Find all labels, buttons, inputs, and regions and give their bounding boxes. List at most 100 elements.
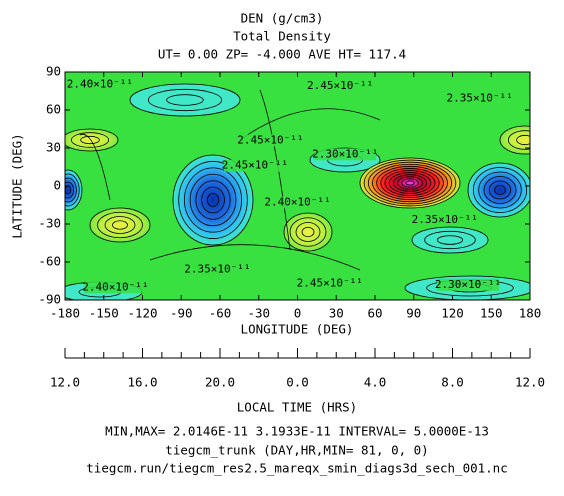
- contour-region: [90, 208, 150, 242]
- x-tick-label: 90: [406, 306, 421, 321]
- contour-line: [499, 125, 530, 155]
- contour-line: [184, 167, 242, 233]
- x-tick-label: -150: [89, 306, 119, 321]
- chart-subtitle: Total Density: [233, 29, 331, 44]
- contour-label: 2.40×10⁻¹¹: [264, 195, 330, 208]
- contour-region: [130, 84, 240, 116]
- y-tick-label: -30: [38, 216, 61, 231]
- contour-line: [397, 176, 423, 190]
- contour-line: [363, 159, 457, 207]
- contour-line: [384, 170, 436, 196]
- contour-line: [112, 220, 128, 230]
- y-tick-label: -60: [38, 254, 61, 269]
- annotation-bg: [298, 277, 361, 290]
- annotation-bg: [413, 214, 476, 227]
- contour-line: [79, 133, 111, 201]
- annotation-bg: [186, 263, 249, 276]
- lt-tick-label: 12.0: [515, 375, 545, 390]
- contour-line: [239, 108, 381, 141]
- chart-title: DEN (g/cm3): [241, 11, 324, 26]
- contour-line: [129, 83, 241, 117]
- contour-line: [488, 180, 512, 200]
- x-tick-label: 60: [367, 306, 382, 321]
- contour-line: [166, 94, 204, 106]
- contour-line: [195, 180, 231, 220]
- contour-line: [97, 211, 143, 239]
- contour-line: [494, 185, 506, 195]
- chart-subtitle: UT= 0.00 ZP= -4.000 AVE HT= 117.4: [158, 47, 406, 62]
- x-tick-label: 0: [294, 306, 302, 321]
- lt-tick-label: 4.0: [364, 375, 387, 390]
- contour-line: [70, 132, 110, 148]
- annotation-bg: [239, 134, 302, 147]
- contour-line: [472, 167, 528, 213]
- contour-line: [388, 172, 432, 194]
- contour-line: [301, 226, 315, 238]
- lt-tick-label: 12.0: [50, 375, 80, 390]
- contour-line: [178, 161, 248, 239]
- contour-line: [65, 128, 119, 152]
- contour-line: [104, 216, 136, 234]
- y-tick-label: 60: [46, 102, 61, 117]
- contour-line: [206, 193, 220, 207]
- lt-tick-label: 0.0: [286, 375, 309, 390]
- contour-label: 2.45×10⁻¹¹: [237, 133, 303, 146]
- contour-label: 2.45×10⁻¹¹: [222, 159, 288, 172]
- contour-line: [405, 180, 415, 186]
- contour-label: 2.30×10⁻¹¹: [312, 147, 378, 160]
- x-tick-label: -90: [170, 306, 193, 321]
- contour-line: [478, 171, 522, 209]
- x-tick-label: -30: [247, 306, 270, 321]
- contour-line: [80, 135, 100, 145]
- contour-line: [376, 165, 444, 201]
- contour-line: [295, 222, 321, 242]
- annotation-bg: [309, 79, 372, 92]
- local-time-axis-label: LOCAL TIME (HRS): [237, 400, 357, 415]
- contour-line: [201, 186, 225, 214]
- annotation-bg: [437, 278, 499, 291]
- contour-line: [259, 89, 291, 251]
- contour-line: [367, 161, 453, 205]
- x-tick-label: 30: [329, 306, 344, 321]
- contour-line: [65, 177, 77, 203]
- contour-line: [424, 230, 476, 250]
- x-tick-label: 150: [480, 306, 503, 321]
- lt-tick-label: 16.0: [127, 375, 157, 390]
- x-axis-label: LONGITUDE (DEG): [241, 322, 354, 337]
- contour-line: [507, 130, 530, 150]
- y-tick-label: 30: [46, 140, 61, 155]
- contour-line: [401, 178, 419, 188]
- contour-line: [147, 88, 223, 112]
- contour-line: [289, 217, 327, 247]
- contour-line: [404, 275, 530, 300]
- x-tick-label: -60: [209, 306, 232, 321]
- contour-line: [380, 168, 440, 198]
- contour-label: 2.30×10⁻¹¹: [435, 278, 501, 291]
- contour-line: [359, 157, 461, 209]
- y-tick-label: -90: [38, 292, 61, 307]
- contour-label: 2.35×10⁻¹¹: [184, 263, 250, 276]
- contour-line: [392, 174, 428, 192]
- annotation-bg: [448, 92, 511, 105]
- footer-text: tiegcm.run/tiegcm_res2.5_mareqx_smin_dia…: [86, 461, 507, 476]
- x-tick-label: 120: [441, 306, 464, 321]
- contour-line: [65, 169, 83, 211]
- contour-line: [172, 154, 254, 246]
- contour-region: [412, 227, 488, 253]
- x-tick-label: 180: [519, 306, 542, 321]
- footer-text: tiegcm_trunk (DAY,HR,MIN= 81, 0, 0): [165, 443, 428, 458]
- contour-label: 2.45×10⁻¹¹: [307, 79, 373, 92]
- contour-line: [65, 173, 80, 207]
- contour-line: [309, 147, 381, 173]
- contour-region: [284, 213, 332, 251]
- annotation-bg: [68, 78, 131, 91]
- contour-line: [411, 226, 489, 254]
- footer-text: MIN,MAX= 2.0146E-11 3.1933E-11 INTERVAL=…: [105, 424, 489, 439]
- contour-line: [516, 134, 530, 146]
- annotation-bg: [223, 159, 286, 172]
- contour-label: 2.40×10⁻¹¹: [67, 78, 133, 91]
- contour-field: 2.40×10⁻¹¹ 2.45×10⁻¹¹ 2.35×10⁻¹¹ 2.45×10⁻¹¹…: [65, 72, 530, 300]
- x-tick-label: -120: [127, 306, 157, 321]
- x-tick-label: -180: [50, 306, 80, 321]
